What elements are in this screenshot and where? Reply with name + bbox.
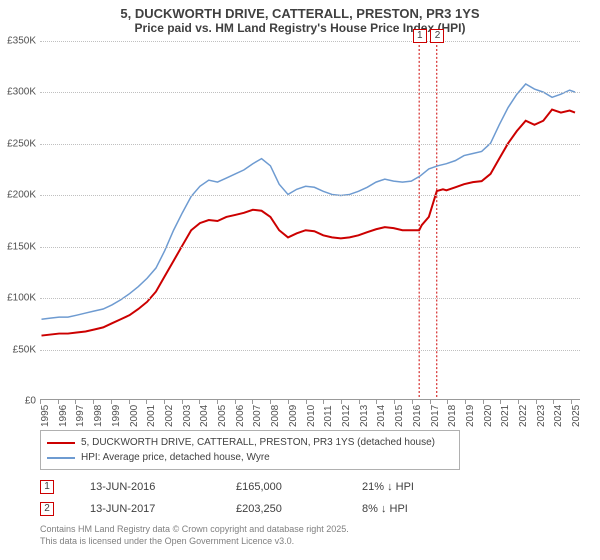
legend-label: HPI: Average price, detached house, Wyre [81, 452, 270, 463]
x-axis-label: 2000 [129, 405, 140, 427]
x-axis-label: 2014 [376, 405, 387, 427]
y-axis-label: £100K [7, 293, 40, 304]
x-axis-label: 2024 [553, 405, 564, 427]
y-axis-label: £0 [25, 396, 40, 407]
y-axis-label: £50K [13, 344, 40, 355]
sale-row: 1 13-JUN-2016 £165,000 21% ↓ HPI [40, 476, 580, 498]
x-axis-label: 2020 [483, 405, 494, 427]
x-axis-label: 2005 [217, 405, 228, 427]
x-axis-label: 1998 [93, 405, 104, 427]
x-axis-label: 2018 [447, 405, 458, 427]
chart-legend: 5, DUCKWORTH DRIVE, CATTERALL, PRESTON, … [40, 430, 460, 470]
y-axis-label: £350K [7, 36, 40, 47]
x-axis-label: 2025 [571, 405, 582, 427]
x-axis-label: 2015 [394, 405, 405, 427]
x-axis-label: 2012 [341, 405, 352, 427]
chart-title: 5, DUCKWORTH DRIVE, CATTERALL, PRESTON, … [0, 0, 600, 21]
legend-label: 5, DUCKWORTH DRIVE, CATTERALL, PRESTON, … [81, 437, 435, 448]
x-axis-label: 2002 [164, 405, 175, 427]
x-axis-label: 2011 [323, 405, 334, 427]
x-axis-label: 2010 [306, 405, 317, 427]
x-axis-label: 2019 [465, 405, 476, 427]
x-axis-label: 2009 [288, 405, 299, 427]
x-axis-label: 2008 [270, 405, 281, 427]
x-axis-label: 2021 [500, 405, 511, 427]
chart-subtitle: Price paid vs. HM Land Registry's House … [0, 21, 600, 39]
y-axis-label: £150K [7, 241, 40, 252]
chart-container: 5, DUCKWORTH DRIVE, CATTERALL, PRESTON, … [0, 0, 600, 560]
sale-row-delta: 21% ↓ HPI [362, 481, 482, 493]
sale-row-marker: 2 [40, 502, 54, 516]
x-axis-label: 2003 [182, 405, 193, 427]
x-axis-label: 2006 [235, 405, 246, 427]
chart-plot-area: £0£50K£100K£150K£200K£250K£300K£350K1995… [40, 40, 580, 400]
sale-row-date: 13-JUN-2017 [90, 503, 210, 515]
legend-swatch [47, 442, 75, 444]
chart-svg [40, 41, 580, 399]
sale-row-delta: 8% ↓ HPI [362, 503, 482, 515]
x-axis-label: 2016 [412, 405, 423, 427]
x-axis-label: 2007 [252, 405, 263, 427]
legend-swatch [47, 457, 75, 459]
x-axis-label: 2023 [536, 405, 547, 427]
sale-row-date: 13-JUN-2016 [90, 481, 210, 493]
y-axis-label: £200K [7, 190, 40, 201]
chart-marker-1: 1 [413, 29, 427, 43]
x-axis-label: 2001 [146, 405, 157, 427]
x-axis-label: 1995 [40, 405, 51, 427]
y-axis-label: £300K [7, 87, 40, 98]
footer-line2: This data is licensed under the Open Gov… [40, 536, 349, 548]
x-axis-label: 2022 [518, 405, 529, 427]
chart-footer: Contains HM Land Registry data © Crown c… [40, 524, 349, 547]
legend-item: 5, DUCKWORTH DRIVE, CATTERALL, PRESTON, … [47, 435, 453, 450]
legend-item: HPI: Average price, detached house, Wyre [47, 450, 453, 465]
series-line [42, 84, 576, 319]
x-axis-label: 1999 [111, 405, 122, 427]
x-axis-label: 2017 [430, 405, 441, 427]
y-axis-label: £250K [7, 138, 40, 149]
footer-line1: Contains HM Land Registry data © Crown c… [40, 524, 349, 536]
x-axis-label: 2004 [199, 405, 210, 427]
sale-rows: 1 13-JUN-2016 £165,000 21% ↓ HPI 2 13-JUN-201… [40, 476, 580, 520]
x-axis-label: 1996 [58, 405, 69, 427]
sale-row: 2 13-JUN-2017 £203,250 8% ↓ HPI [40, 498, 580, 520]
sale-row-price: £203,250 [236, 503, 336, 515]
sale-row-price: £165,000 [236, 481, 336, 493]
x-axis-label: 2013 [359, 405, 370, 427]
sale-row-marker: 1 [40, 480, 54, 494]
x-axis-label: 1997 [75, 405, 86, 427]
chart-marker-2: 2 [430, 29, 444, 43]
